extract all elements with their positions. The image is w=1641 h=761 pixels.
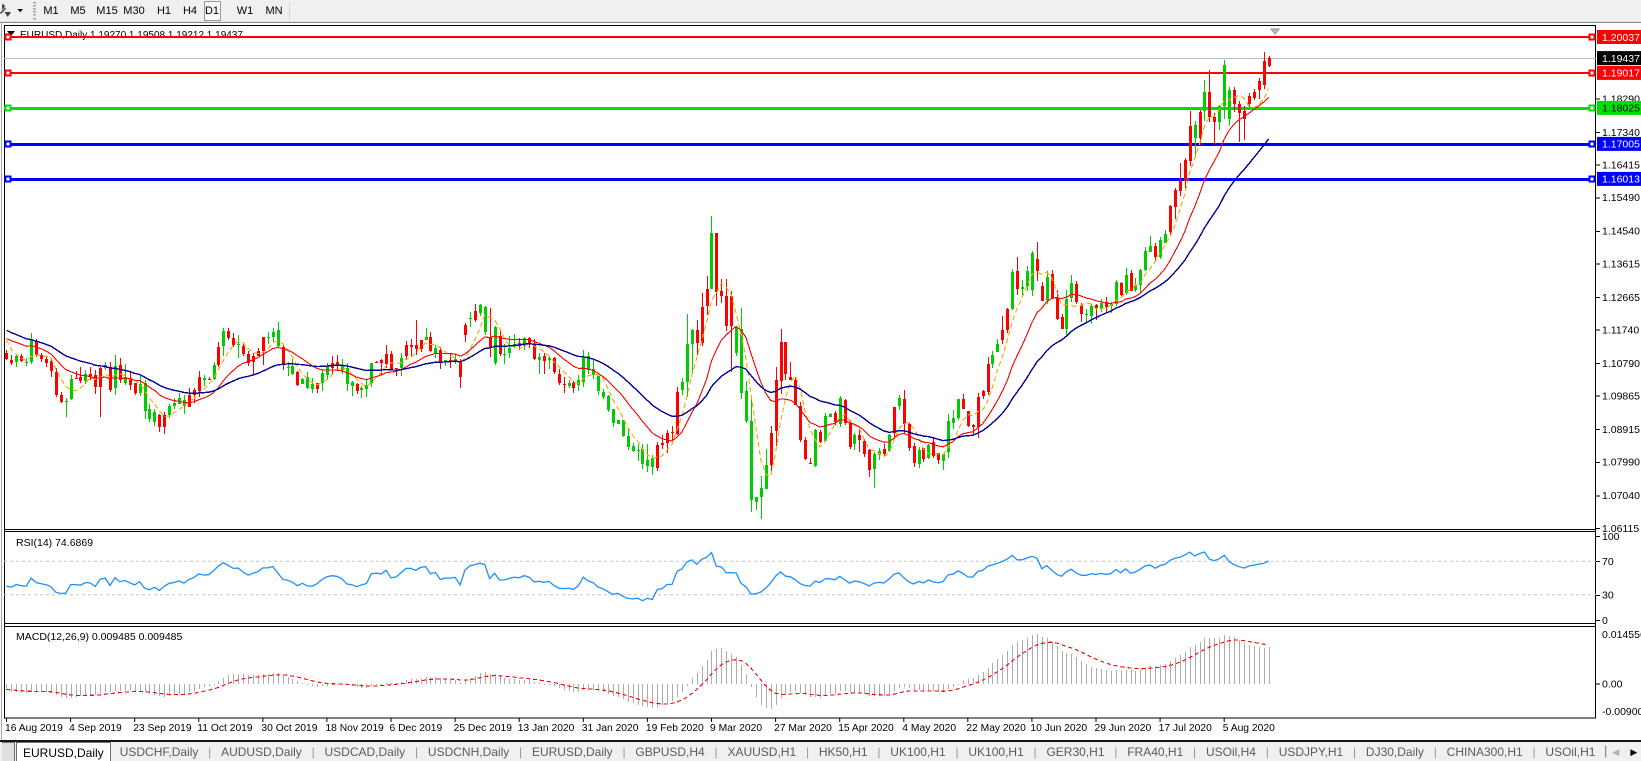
svg-text:1.18025: 1.18025: [1602, 103, 1640, 115]
svg-text:1.16013: 1.16013: [1602, 174, 1640, 186]
svg-text:1.20037: 1.20037: [1602, 32, 1640, 44]
svg-text:0.014556: 0.014556: [1602, 629, 1641, 641]
svg-text:1.17340: 1.17340: [1602, 127, 1640, 139]
svg-text:1.19437: 1.19437: [1602, 53, 1640, 65]
svg-text:1.17005: 1.17005: [1602, 139, 1640, 151]
svg-text:1.19017: 1.19017: [1602, 68, 1640, 80]
svg-text:23 Sep 2019: 23 Sep 2019: [133, 723, 192, 734]
svg-text:16 Aug 2019: 16 Aug 2019: [5, 723, 63, 734]
svg-text:22 May 2020: 22 May 2020: [966, 723, 1026, 734]
svg-text:5 Aug 2020: 5 Aug 2020: [1223, 723, 1275, 734]
svg-text:4 Sep 2019: 4 Sep 2019: [69, 723, 122, 734]
svg-text:1.08915: 1.08915: [1602, 424, 1640, 436]
svg-text:30 Oct 2019: 30 Oct 2019: [261, 723, 317, 734]
svg-text:1.09865: 1.09865: [1602, 391, 1640, 403]
svg-text:18 Nov 2019: 18 Nov 2019: [325, 723, 384, 734]
svg-text:13 Jan 2020: 13 Jan 2020: [518, 723, 575, 734]
svg-text:27 Mar 2020: 27 Mar 2020: [774, 723, 832, 734]
svg-text:6 Dec 2019: 6 Dec 2019: [390, 723, 443, 734]
svg-text:1.15490: 1.15490: [1602, 192, 1640, 204]
svg-text:17 Jul 2020: 17 Jul 2020: [1159, 723, 1213, 734]
svg-text:1.06115: 1.06115: [1602, 523, 1639, 535]
svg-text:1.14540: 1.14540: [1602, 226, 1640, 238]
svg-text:4 May 2020: 4 May 2020: [902, 723, 956, 734]
svg-text:1.10790: 1.10790: [1602, 358, 1640, 370]
svg-text:1.13615: 1.13615: [1602, 258, 1640, 270]
svg-text:29 Jun 2020: 29 Jun 2020: [1095, 723, 1152, 734]
svg-text:10 Jun 2020: 10 Jun 2020: [1030, 723, 1087, 734]
svg-text:19 Feb 2020: 19 Feb 2020: [646, 723, 704, 734]
svg-text:15 Apr 2020: 15 Apr 2020: [838, 723, 894, 734]
svg-text:31 Jan 2020: 31 Jan 2020: [582, 723, 639, 734]
svg-text:1.07040: 1.07040: [1602, 490, 1640, 502]
svg-text:25 Dec 2019: 25 Dec 2019: [454, 723, 513, 734]
svg-text:1.07990: 1.07990: [1602, 457, 1640, 469]
svg-text:70: 70: [1602, 556, 1614, 568]
svg-text:1.16415: 1.16415: [1602, 160, 1640, 172]
svg-text:MACD(12,26,9) 0.009485 0.00948: MACD(12,26,9) 0.009485 0.009485: [16, 631, 183, 643]
svg-text:EURUSD,Daily 1.19270 1.19508 1: EURUSD,Daily 1.19270 1.19508 1.19212 1.1…: [20, 30, 243, 41]
svg-text:0.00: 0.00: [1602, 678, 1623, 690]
svg-text:1.11740: 1.11740: [1602, 324, 1639, 336]
svg-text:RSI(14) 74.6869: RSI(14) 74.6869: [16, 537, 93, 549]
svg-text:9 Mar 2020: 9 Mar 2020: [710, 723, 762, 734]
svg-text:11 Oct 2019: 11 Oct 2019: [197, 723, 253, 734]
svg-text:30: 30: [1602, 590, 1614, 602]
svg-text:0: 0: [1602, 615, 1608, 627]
svg-text:1.12665: 1.12665: [1602, 292, 1640, 304]
svg-text:100: 100: [1602, 531, 1620, 543]
